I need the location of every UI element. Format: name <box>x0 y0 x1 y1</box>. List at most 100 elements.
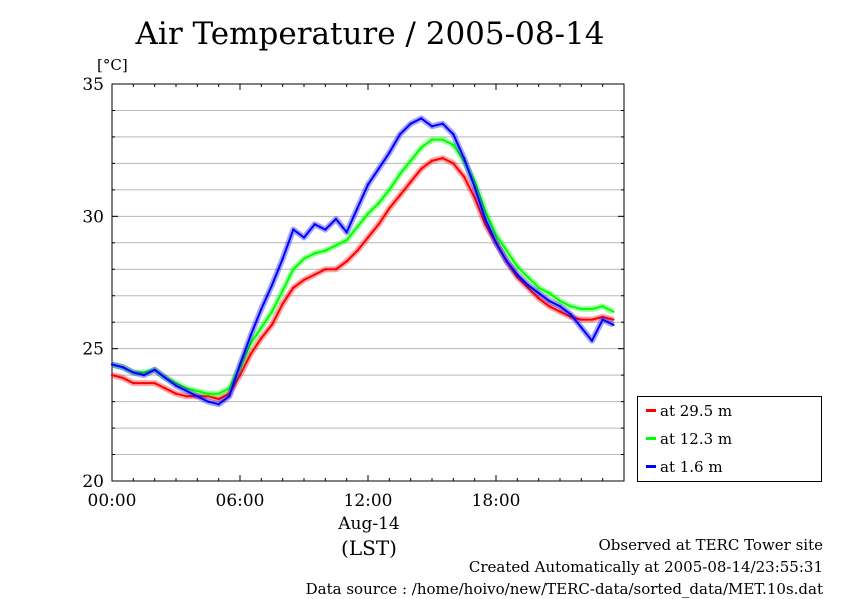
data-point-0 <box>590 318 594 321</box>
y-tick-label: 35 <box>82 75 104 95</box>
legend: at 29.5 m at 12.3 m at 1.6 m <box>637 396 822 482</box>
series-halo-2 <box>111 115 615 408</box>
series-line-2 <box>111 117 614 406</box>
data-point-0 <box>398 193 402 197</box>
data-point-0 <box>132 381 135 385</box>
data-point-2 <box>526 283 530 287</box>
data-point-1 <box>601 305 604 308</box>
data-point-0 <box>356 249 359 252</box>
data-point-2 <box>441 122 444 125</box>
data-point-1 <box>281 289 284 292</box>
data-point-0 <box>345 260 348 263</box>
x-tick-label: 06:00 <box>216 491 265 511</box>
legend-swatch-12-3m <box>646 436 656 440</box>
data-point-0 <box>302 278 306 282</box>
data-point-2 <box>558 305 562 308</box>
data-point-1 <box>302 257 306 260</box>
y-axis-label: [°C] <box>97 56 128 74</box>
footer-source: Data source : /home/hoivo/new/TERC-data/… <box>305 580 823 598</box>
data-point-0 <box>270 323 274 327</box>
data-point-0 <box>292 286 295 289</box>
data-point-2 <box>110 363 114 366</box>
data-point-0 <box>548 305 551 308</box>
data-point-2 <box>238 363 242 366</box>
data-point-2 <box>473 186 476 189</box>
data-point-2 <box>537 291 540 295</box>
y-tick-label: 20 <box>82 472 104 492</box>
data-point-2 <box>462 156 466 160</box>
x-date-label: Aug-14 <box>338 514 400 534</box>
data-point-1 <box>420 146 423 149</box>
data-point-0 <box>462 175 466 178</box>
data-point-2 <box>409 122 412 125</box>
data-point-1 <box>526 276 530 279</box>
data-point-1 <box>548 291 551 295</box>
data-point-0 <box>580 318 583 321</box>
legend-item-29-5m: at 29.5 m <box>646 402 732 420</box>
data-point-2 <box>324 228 327 231</box>
data-point-2 <box>494 241 498 244</box>
legend-swatch-1-6m <box>646 464 656 468</box>
data-point-2 <box>164 376 167 379</box>
data-point-2 <box>569 313 572 316</box>
data-point-1 <box>196 389 199 393</box>
data-point-2 <box>270 283 274 287</box>
data-point-1 <box>505 249 508 252</box>
data-point-0 <box>217 397 220 401</box>
data-point-1 <box>430 138 434 141</box>
footer-site: Observed at TERC Tower site <box>598 536 823 554</box>
data-point-2 <box>580 326 583 329</box>
footer-created: Created Automatically at 2005-08-14/23:5… <box>468 558 823 576</box>
data-point-2 <box>281 257 284 260</box>
data-point-0 <box>409 180 412 184</box>
data-point-2 <box>217 403 220 406</box>
data-point-2 <box>398 133 402 136</box>
data-point-0 <box>430 159 434 162</box>
data-point-1 <box>270 310 274 313</box>
legend-label-12-3m: at 12.3 m <box>660 430 733 448</box>
plot-frame <box>111 83 625 482</box>
data-point-2 <box>121 365 124 369</box>
data-point-0 <box>174 392 178 395</box>
data-point-1 <box>409 159 412 162</box>
data-point-1 <box>569 305 572 308</box>
series-line-1 <box>111 138 614 395</box>
data-point-1 <box>612 310 615 313</box>
y-tick-label: 30 <box>82 207 104 227</box>
data-point-2 <box>174 384 178 387</box>
data-point-1 <box>441 138 444 141</box>
data-point-1 <box>334 244 338 247</box>
data-point-2 <box>302 236 306 239</box>
data-point-1 <box>185 387 188 390</box>
data-point-0 <box>313 273 316 276</box>
data-point-0 <box>142 381 146 385</box>
data-point-1 <box>249 342 252 345</box>
data-point-2 <box>345 231 348 234</box>
data-point-1 <box>398 172 402 176</box>
data-point-1 <box>260 326 263 329</box>
data-point-2 <box>377 167 380 170</box>
data-point-1 <box>292 268 295 271</box>
data-point-2 <box>206 400 210 403</box>
series-halo-1 <box>111 136 615 397</box>
data-point-2 <box>196 395 199 398</box>
data-point-1 <box>228 387 231 390</box>
data-point-0 <box>601 315 604 319</box>
data-point-1 <box>516 265 519 268</box>
data-point-0 <box>366 236 370 239</box>
data-point-0 <box>612 318 615 321</box>
data-point-1 <box>580 307 583 311</box>
data-point-2 <box>548 299 551 303</box>
data-point-0 <box>537 297 540 300</box>
data-point-1 <box>484 209 487 213</box>
data-point-2 <box>228 395 231 398</box>
data-point-1 <box>217 392 220 395</box>
data-point-1 <box>494 233 498 237</box>
data-point-1 <box>377 201 380 205</box>
data-point-2 <box>185 389 188 393</box>
data-point-0 <box>249 352 252 356</box>
data-point-0 <box>441 156 444 160</box>
legend-label-29-5m: at 29.5 m <box>660 402 733 420</box>
data-point-2 <box>505 260 508 263</box>
data-point-0 <box>558 310 562 313</box>
